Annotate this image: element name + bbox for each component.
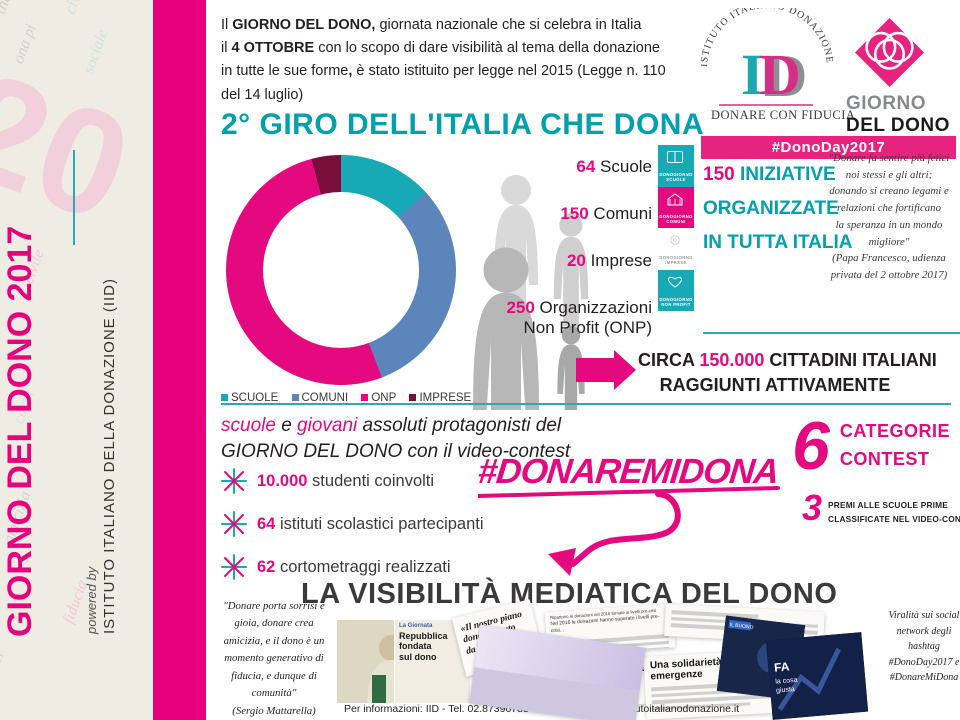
svg-text:D: D [759,42,801,107]
svg-text:FA: FA [774,659,791,674]
svg-text:DONARE CON FIDUCIA: DONARE CON FIDUCIA [711,108,855,122]
